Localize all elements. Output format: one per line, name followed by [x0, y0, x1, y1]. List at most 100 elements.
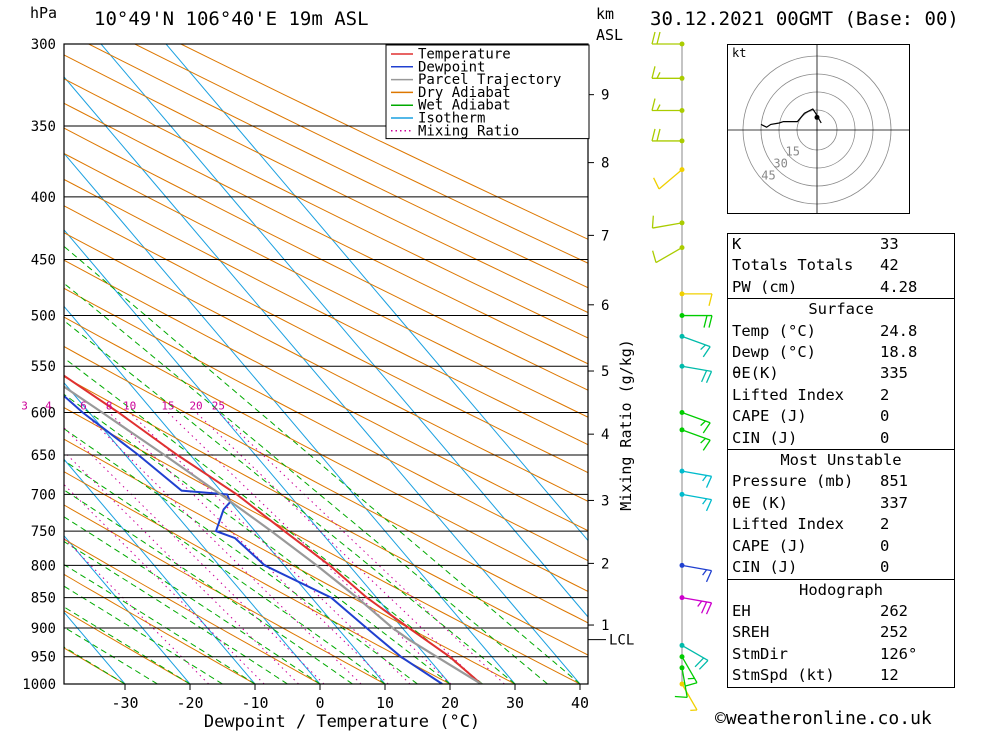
- index-label: θE (K): [732, 493, 788, 512]
- index-row: Dewp (°C) 18.8: [728, 342, 955, 363]
- index-row: PW (cm) 4.28: [728, 277, 955, 299]
- mixing-ratio-line: [167, 412, 452, 684]
- hodograph-trace: [760, 108, 822, 128]
- index-label: EH: [732, 601, 751, 620]
- series-temperature: [64, 374, 482, 684]
- section-title: Hodograph: [727, 578, 955, 601]
- index-value: 0: [880, 558, 890, 577]
- wet-adiabat-line: [64, 245, 581, 684]
- dry-adiabat-line: [64, 647, 126, 684]
- index-value: 4.28: [880, 277, 918, 296]
- index-value: 252: [880, 623, 908, 642]
- wind-barb: [679, 291, 713, 306]
- mixing-ratio-axis-label: Mixing Ratio (g/kg): [617, 339, 635, 511]
- hodograph-ring-label: 15: [785, 145, 799, 159]
- index-row: EH 262: [728, 601, 955, 622]
- km-tick-label: 5: [601, 364, 609, 380]
- pressure-level-label: 750: [31, 524, 56, 540]
- km-tick-label: 9: [601, 88, 609, 104]
- km-tick-label: 7: [601, 228, 609, 244]
- index-label: StmDir: [732, 644, 788, 663]
- isotherm-line: [64, 382, 321, 684]
- index-value: 33: [880, 235, 899, 253]
- index-row: CIN (J) 0: [728, 557, 955, 579]
- km-tick-label: 2: [601, 556, 609, 572]
- wind-barb: [651, 98, 685, 114]
- wet-adiabat-line: [64, 563, 256, 684]
- dry-adiabat-line: [64, 127, 588, 391]
- km-tick-label: 6: [601, 298, 609, 314]
- index-row: Lifted Index 2: [728, 514, 955, 535]
- km-tick-label: 1: [601, 618, 609, 634]
- wet-adiabat-line: [64, 540, 288, 684]
- datetime-title: 30.12.2021 00GMT (Base: 00): [650, 8, 959, 30]
- index-row: K 33: [728, 234, 955, 256]
- index-value: 335: [880, 364, 908, 383]
- index-label: Dewp (°C): [732, 343, 816, 362]
- index-label: Pressure (mb): [732, 472, 854, 491]
- pressure-level-label: 550: [31, 359, 56, 375]
- index-label: CIN (J): [732, 558, 798, 577]
- section-title: Surface: [727, 298, 955, 321]
- index-label: Temp (°C): [732, 321, 816, 340]
- wind-barb: [679, 642, 709, 670]
- wind-barb: [679, 562, 713, 583]
- mixing-ratio-label: 15: [161, 399, 174, 412]
- index-value: 0: [880, 428, 890, 447]
- index-row: Temp (°C) 24.8: [728, 321, 955, 342]
- mixing-ratio-label: 8: [106, 399, 113, 412]
- wind-barb: [651, 128, 685, 144]
- index-value: 12: [880, 666, 899, 685]
- legend-box: [385, 44, 590, 140]
- pressure-level-label: 1000: [22, 677, 56, 693]
- dry-adiabat-line: [64, 287, 588, 562]
- wind-barb: [679, 333, 711, 358]
- temp-tick-label: 20: [441, 694, 459, 712]
- wet-adiabat-line: [64, 282, 548, 684]
- dry-adiabat-line: [87, 44, 588, 289]
- legend-label: Isotherm: [418, 111, 485, 127]
- wind-barb: [651, 215, 685, 229]
- wet-adiabat-line: [64, 460, 386, 684]
- dry-adiabat-line: [133, 44, 588, 264]
- height-unit-label: km ASL: [596, 5, 624, 44]
- isotherm-line: [64, 229, 451, 684]
- wind-barb: [679, 468, 713, 488]
- index-row: θE (K) 337: [728, 493, 955, 514]
- wind-barb: [679, 409, 711, 434]
- legend-label: Temperature: [418, 47, 511, 63]
- index-value: 0: [880, 407, 890, 426]
- pressure-level-label: 700: [31, 487, 56, 503]
- wet-adiabat-line: [64, 393, 451, 684]
- index-value: 18.8: [880, 343, 918, 362]
- hodograph-ring-label: 30: [773, 157, 787, 171]
- pressure-level-label: 850: [31, 591, 56, 607]
- dry-adiabat-line: [64, 610, 192, 684]
- pressure-level-label: 450: [31, 253, 56, 269]
- index-value: 42: [880, 256, 899, 275]
- wind-barb: [679, 681, 698, 712]
- index-label: Totals Totals: [732, 256, 854, 275]
- index-row: StmDir 126°: [728, 644, 955, 665]
- isotherm-line: [64, 458, 256, 684]
- pressure-level-label: 800: [31, 558, 56, 574]
- pressure-level-label: 900: [31, 621, 56, 637]
- index-label: Lifted Index: [732, 515, 844, 534]
- indices-table: K 33 Totals Totals 42 PW (cm) 4.28 Surface Temp…: [727, 233, 955, 688]
- series-parcel-trajectory: [64, 385, 482, 684]
- wet-adiabat-line: [64, 646, 126, 684]
- wind-barb: [679, 313, 713, 328]
- pressure-level-label: 650: [31, 448, 56, 464]
- x-axis-label: Dewpoint / Temperature (°C): [204, 712, 480, 732]
- isotherm-line: [64, 305, 386, 684]
- index-row: CAPE (J) 0: [728, 406, 955, 427]
- temp-tick-label: -10: [241, 694, 268, 712]
- wind-barb: [679, 595, 713, 615]
- index-label: θE(K): [732, 364, 779, 383]
- mixing-ratio-label: 25: [212, 399, 225, 412]
- dry-adiabat-line: [64, 345, 588, 624]
- isotherm-line: [0, 7, 17, 710]
- series-dewpoint: [64, 394, 443, 684]
- isotherm-line: [100, 44, 588, 618]
